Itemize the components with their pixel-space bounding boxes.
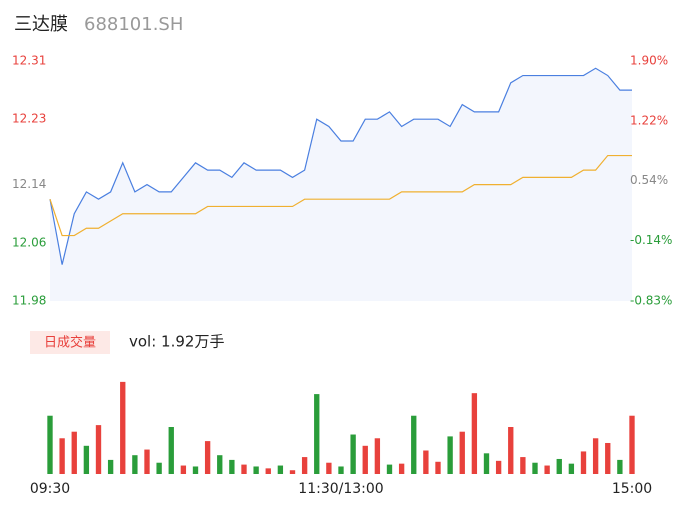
line-price: [49, 67, 632, 265]
volume-bar: [229, 459, 235, 474]
volume-bar: [617, 459, 623, 474]
volume-bar: [459, 431, 465, 474]
x-tick-label: 11:30/13:00: [298, 481, 383, 497]
volume-bar: [338, 466, 344, 474]
x-tick-label: 15:00: [612, 481, 652, 497]
volume-bar: [592, 438, 599, 474]
volume-bar: [71, 431, 77, 474]
volume-bar: [265, 468, 271, 474]
y-tick-label: 12.31: [12, 54, 46, 68]
volume-bar: [374, 438, 381, 474]
y-tick-label: 11.98: [12, 294, 46, 308]
volume-bar: [398, 463, 405, 474]
volume-bar: [350, 434, 356, 474]
y2-tick-label: 1.22%: [630, 113, 668, 127]
stock-code: 688101.SH: [84, 14, 183, 35]
volume-bar: [59, 438, 65, 474]
volume-bar: [471, 393, 478, 474]
y-tick-label: 12.06: [12, 235, 46, 249]
y2-tick-label: -0.14%: [630, 233, 672, 247]
volume-bar: [520, 457, 526, 474]
volume-bar: [253, 466, 259, 474]
volume-bar: [411, 415, 417, 474]
volume-bar: [192, 466, 199, 474]
volume-bar: [144, 449, 150, 474]
volume-bar: [241, 464, 247, 474]
y2-tick-label: -0.83%: [630, 294, 672, 308]
stock-name: 三达膜: [14, 14, 68, 35]
volume-label-bg: [30, 331, 110, 354]
y2-tick-label: 0.54%: [630, 173, 668, 187]
volume-bar: [132, 455, 138, 474]
volume-bar: [277, 465, 284, 474]
volume-bar: [556, 458, 562, 474]
line-average: [49, 154, 632, 237]
volume-total: vol: 1.92万手: [129, 333, 224, 351]
volume-bar: [544, 465, 550, 474]
y-tick-label: 12.23: [12, 112, 46, 126]
volume-bar: [156, 462, 162, 474]
volume-bar: [314, 394, 320, 474]
price-area: [50, 68, 632, 301]
volume-bar: [435, 461, 441, 474]
volume-bar: [289, 470, 296, 474]
volume-bar: [629, 415, 635, 474]
volume-bar: [83, 445, 90, 474]
volume-bar: [508, 427, 514, 474]
x-tick-label: 09:30: [30, 481, 70, 497]
volume-bar: [447, 436, 453, 474]
volume-bar: [217, 455, 223, 474]
volume-bar: [107, 459, 114, 474]
y-tick-label: 12.14: [12, 177, 46, 191]
volume-bar: [301, 457, 308, 474]
volume-bar: [605, 442, 611, 474]
volume-bar: [532, 462, 538, 474]
volume-bar: [120, 381, 126, 474]
volume-bar: [580, 451, 587, 474]
volume-bar: [326, 462, 332, 474]
volume-bar: [168, 427, 174, 474]
volume-bar: [568, 463, 575, 474]
volume-bar: [180, 465, 187, 474]
volume-bar: [483, 453, 490, 474]
volume-bar: [386, 464, 393, 474]
volume-bar: [423, 450, 429, 474]
volume-bar: [495, 460, 502, 474]
y2-tick-label: 1.90%: [630, 54, 668, 68]
volume-label: 日成交量: [44, 335, 96, 351]
volume-bar: [362, 445, 368, 474]
volume-bar: [204, 441, 211, 474]
volume-bar: [95, 425, 102, 474]
volume-bar: [47, 415, 53, 474]
